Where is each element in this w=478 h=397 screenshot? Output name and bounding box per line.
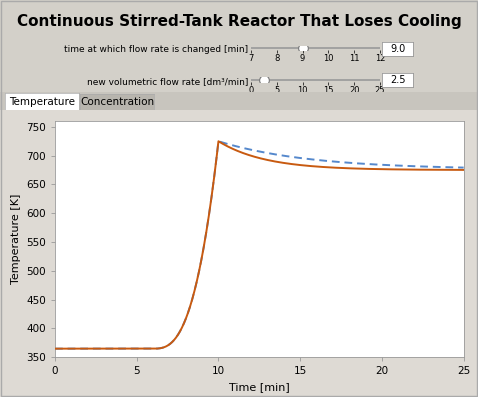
Text: Concentration: Concentration	[80, 96, 154, 107]
Text: new volumetric flow rate [dm³/min]: new volumetric flow rate [dm³/min]	[87, 77, 249, 86]
Text: 9.0: 9.0	[391, 44, 405, 54]
Text: Continuous Stirred-Tank Reactor That Loses Cooling: Continuous Stirred-Tank Reactor That Los…	[17, 14, 461, 29]
Text: 2.5: 2.5	[390, 75, 406, 85]
X-axis label: Time [min]: Time [min]	[229, 382, 290, 392]
Text: time at which flow rate is changed [min]: time at which flow rate is changed [min]	[65, 45, 249, 54]
Y-axis label: Temperature [K]: Temperature [K]	[11, 194, 21, 284]
Text: Temperature: Temperature	[9, 97, 75, 107]
